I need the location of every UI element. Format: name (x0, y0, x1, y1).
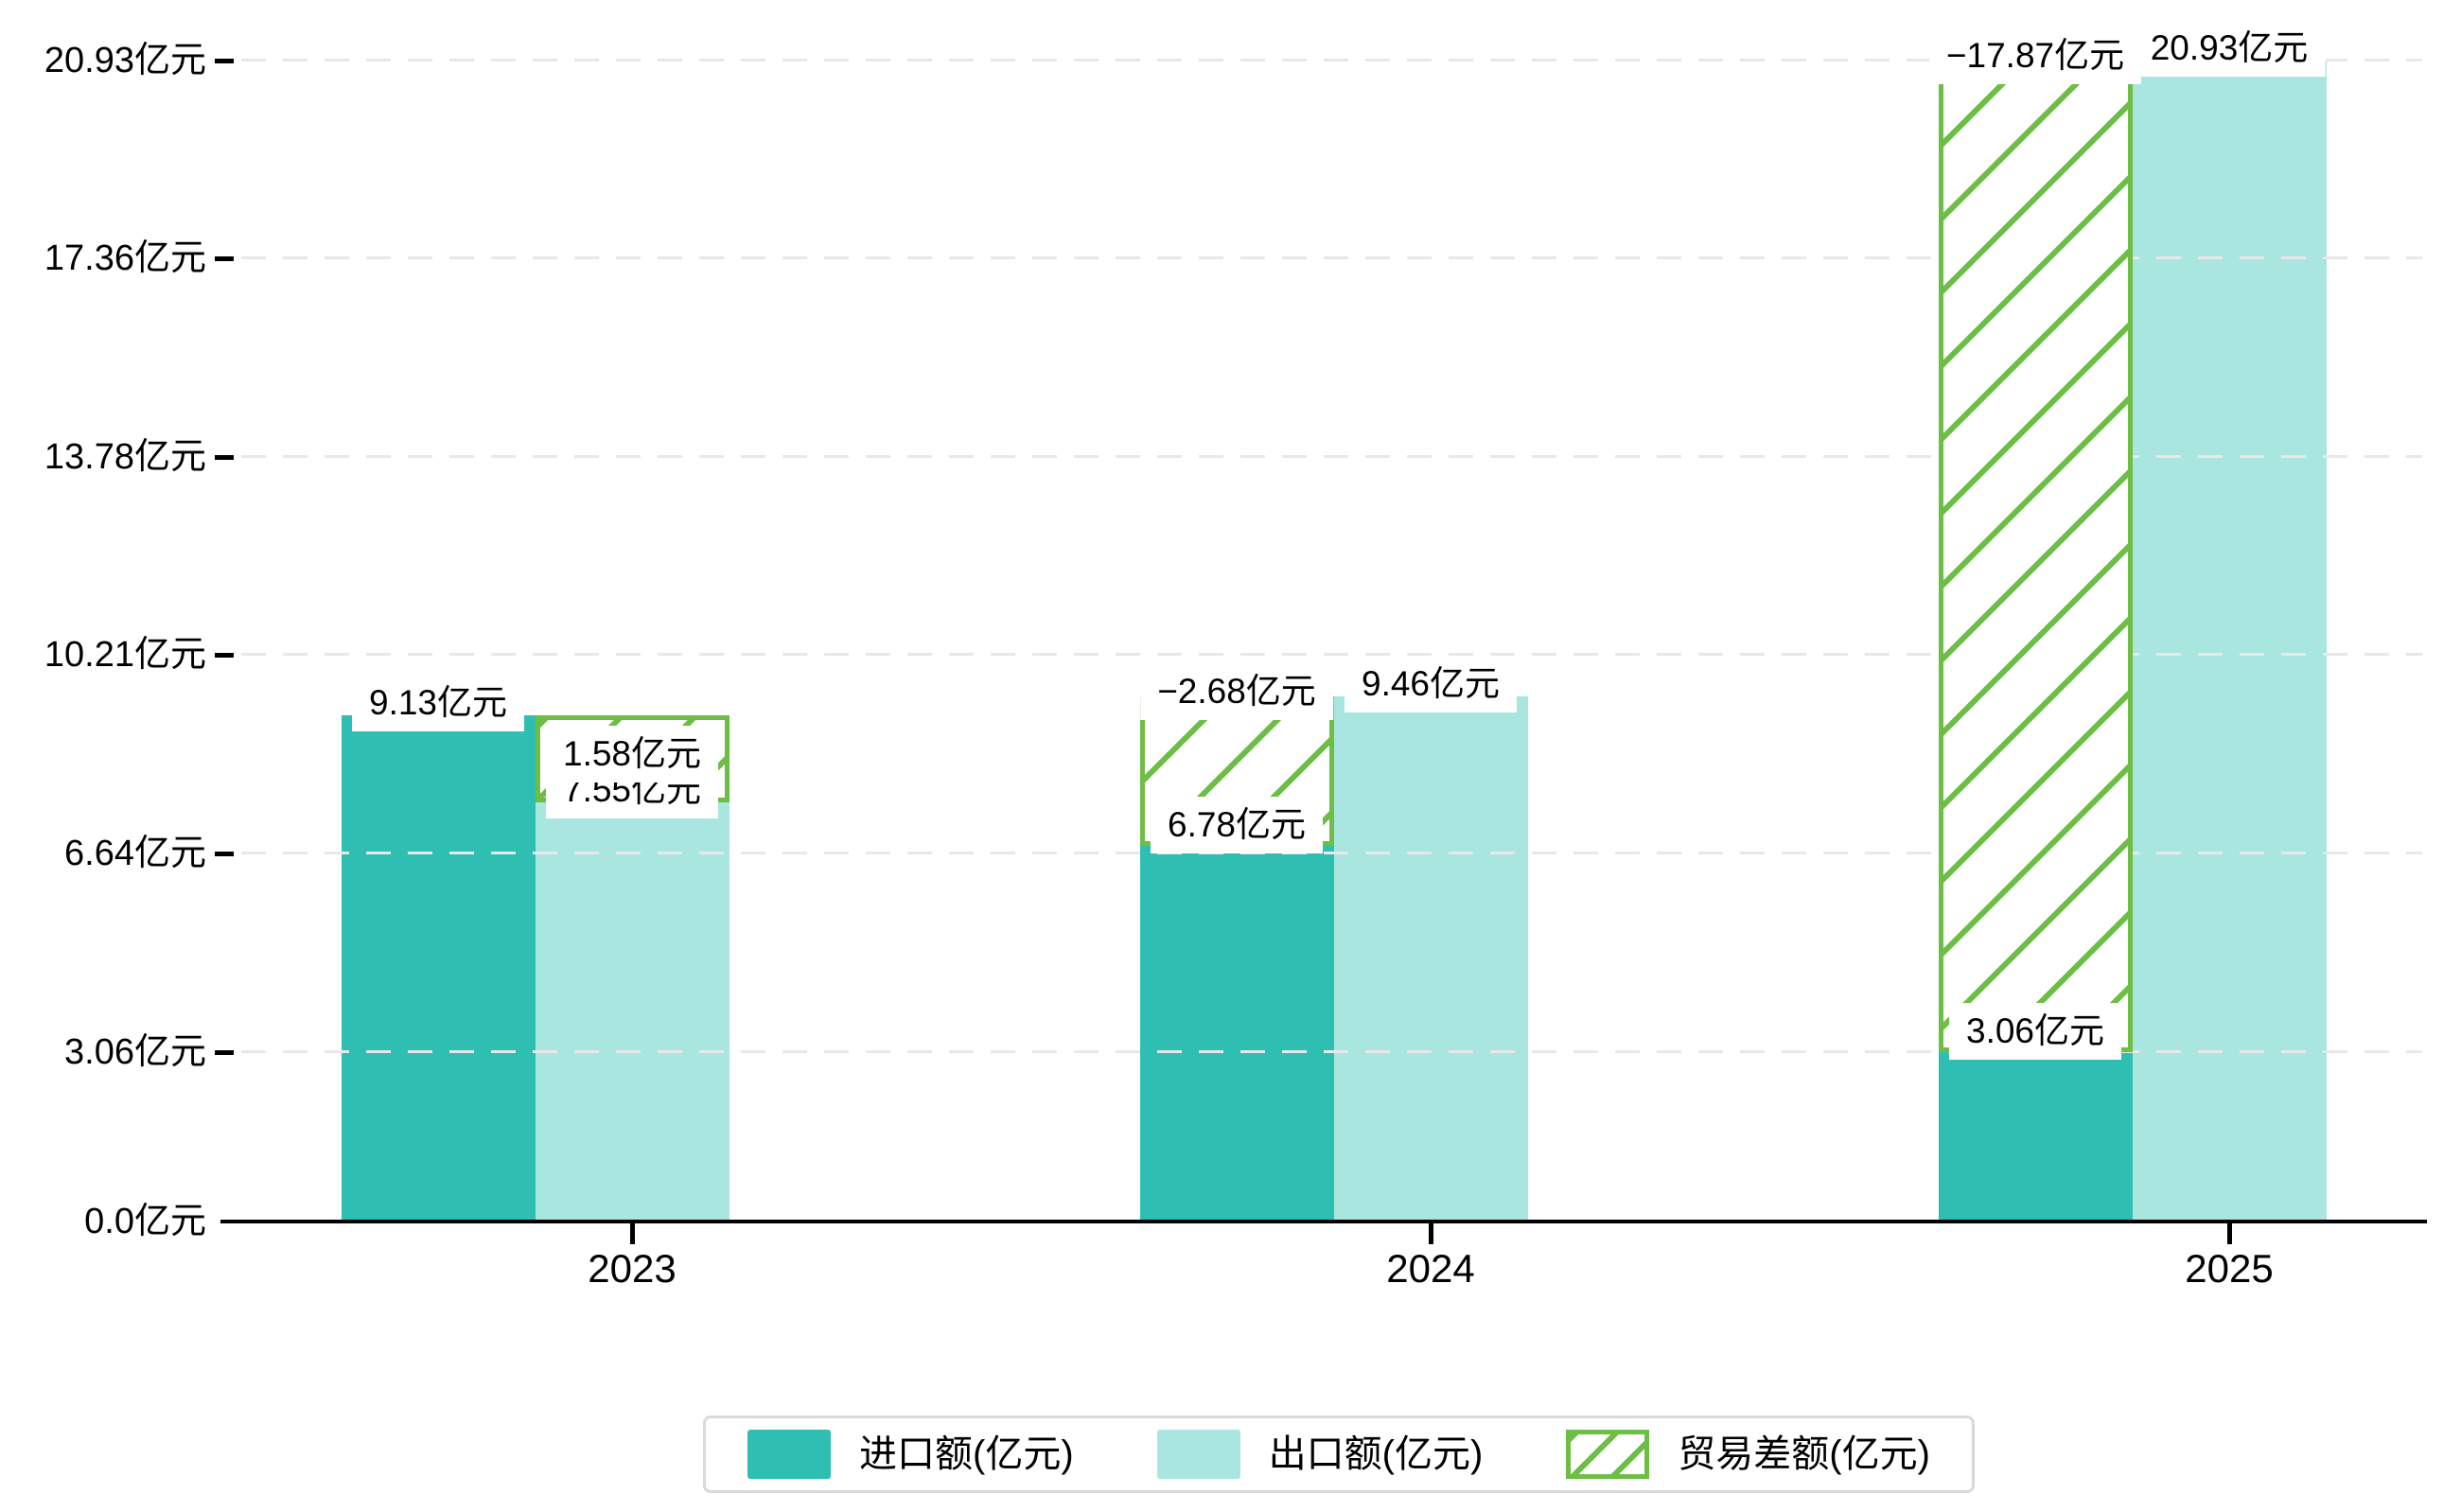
bar-import-2023 (341, 714, 536, 1223)
y-tick-label: 0.0亿元 (84, 1202, 206, 1241)
x-tick-2024 (1429, 1222, 1433, 1244)
bar-import-2025 (1938, 1051, 2133, 1223)
gridline-6.64亿元 (241, 851, 2422, 854)
y-tick-mark (215, 1049, 234, 1055)
x-tick-2025 (2227, 1222, 2232, 1244)
import-swatch-icon (747, 1430, 831, 1479)
value-label-trade-balance-2025: −17.87亿元 (1928, 27, 2142, 85)
x-tick-2023 (630, 1222, 635, 1244)
bar-export-2023 (535, 802, 730, 1223)
value-label-export-2024: 9.46亿元 (1344, 656, 1518, 713)
y-tick-mark (215, 59, 234, 64)
value-label-import-2025: 3.06亿元 (1948, 1002, 2122, 1060)
y-tick-mark (215, 653, 234, 659)
legend-item-trade-balance: 贸易差额(亿元) (1566, 1430, 1930, 1479)
value-label-import-2023: 9.13亿元 (351, 674, 525, 731)
x-tick-label-2025: 2025 (2185, 1246, 2274, 1291)
gridline-13.78亿元 (241, 455, 2422, 459)
bar-export-2025 (2132, 61, 2327, 1223)
legend-label-export: 出口额(亿元) (1268, 1433, 1484, 1475)
gridline-3.06亿元 (241, 1049, 2422, 1053)
y-tick-mark (215, 455, 234, 461)
y-tick-label: 10.21亿元 (44, 635, 206, 676)
gridline-20.93亿元 (241, 59, 2422, 62)
bar-export-2024 (1333, 696, 1528, 1223)
x-tick-label-2023: 2023 (588, 1246, 677, 1291)
y-tick-label: 20.93亿元 (44, 41, 206, 81)
value-label-export-2025: 20.93亿元 (2133, 20, 2326, 78)
value-label-import-2024: 6.78亿元 (1150, 796, 1324, 853)
legend-item-import: 进口额(亿元) (747, 1430, 1074, 1479)
x-tick-label-2024: 2024 (1386, 1246, 1475, 1291)
trade-balance-hatch-swatch-icon (1566, 1430, 1650, 1479)
bar-import-2024 (1139, 845, 1334, 1223)
legend-item-export: 出口额(亿元) (1156, 1430, 1484, 1479)
y-tick-mark (215, 851, 234, 856)
y-tick-label: 13.78亿元 (44, 437, 206, 478)
y-tick-label: 17.36亿元 (44, 238, 206, 279)
value-label-trade-balance-2023: 1.58亿元 (545, 726, 719, 783)
y-tick-label: 3.06亿元 (64, 1031, 206, 1072)
gridline-17.36亿元 (241, 256, 2422, 260)
value-label-trade-balance-2024: −2.68亿元 (1140, 663, 1333, 721)
gridline-10.21亿元 (241, 653, 2422, 657)
legend-label-trade-balance: 贸易差额(亿元) (1678, 1433, 1930, 1475)
trade-balance-bar-2025 (1938, 61, 2133, 1052)
x-axis-line (220, 1220, 2427, 1223)
legend-label-import: 进口额(亿元) (859, 1433, 1074, 1475)
legend: 进口额(亿元) 出口额(亿元) 贸易差额(亿元) (703, 1415, 1975, 1493)
y-tick-mark (215, 256, 234, 262)
export-swatch-icon (1156, 1430, 1240, 1479)
y-tick-label: 6.64亿元 (64, 833, 206, 873)
